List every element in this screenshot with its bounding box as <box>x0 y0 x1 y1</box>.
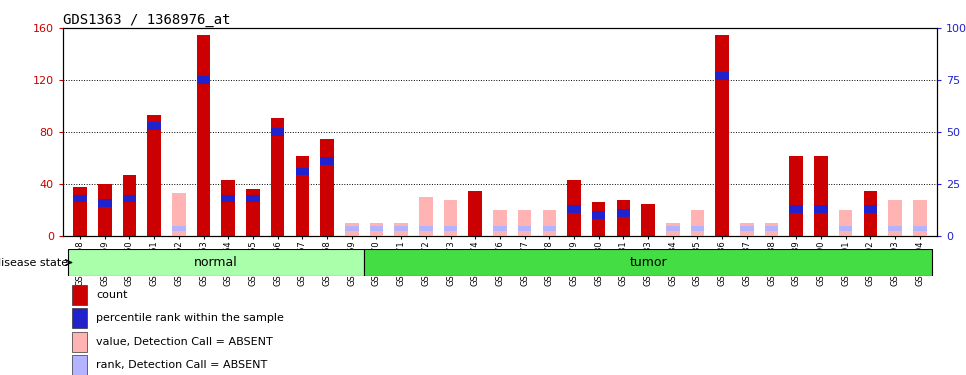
Bar <box>123 175 136 236</box>
Bar <box>443 200 457 236</box>
Bar <box>370 226 384 231</box>
Text: value, Detection Call = ABSENT: value, Detection Call = ABSENT <box>96 337 272 347</box>
Text: disease state: disease state <box>0 258 68 267</box>
Bar <box>345 223 358 236</box>
Bar <box>740 223 753 236</box>
Bar <box>71 308 87 328</box>
Bar <box>419 226 433 231</box>
Bar <box>493 210 507 236</box>
Bar <box>567 180 581 236</box>
Bar <box>913 200 926 236</box>
Bar <box>197 34 211 236</box>
Text: tumor: tumor <box>629 256 667 269</box>
Bar <box>270 128 284 136</box>
Bar <box>197 76 211 84</box>
Bar <box>716 72 729 80</box>
Bar <box>543 226 556 231</box>
Text: count: count <box>96 290 128 300</box>
Bar <box>172 226 185 231</box>
Bar <box>246 195 260 202</box>
Bar <box>98 199 111 207</box>
Bar <box>666 226 679 231</box>
Bar <box>148 122 161 130</box>
Bar <box>296 168 309 176</box>
Bar <box>469 191 482 236</box>
Bar <box>592 211 606 219</box>
Bar <box>838 210 852 236</box>
Bar <box>913 226 926 231</box>
Bar <box>71 332 87 352</box>
Bar <box>740 226 753 231</box>
Text: rank, Detection Call = ABSENT: rank, Detection Call = ABSENT <box>96 360 268 370</box>
Bar <box>73 187 87 236</box>
Bar <box>148 115 161 236</box>
Bar <box>394 223 408 236</box>
Bar <box>73 195 87 202</box>
Bar <box>370 223 384 236</box>
Bar <box>296 156 309 236</box>
Bar <box>394 226 408 231</box>
Bar <box>592 202 606 236</box>
Bar <box>68 249 364 276</box>
Bar <box>364 249 932 276</box>
Bar <box>814 205 828 213</box>
Bar <box>71 355 87 375</box>
Bar <box>270 118 284 236</box>
Bar <box>691 226 704 231</box>
Bar <box>864 205 877 213</box>
Bar <box>443 226 457 231</box>
Bar <box>321 157 334 165</box>
Bar <box>616 200 630 236</box>
Bar <box>345 226 358 231</box>
Bar <box>814 156 828 236</box>
Bar <box>518 210 531 236</box>
Bar <box>419 197 433 236</box>
Bar <box>221 180 235 236</box>
Text: percentile rank within the sample: percentile rank within the sample <box>96 313 284 323</box>
Bar <box>246 189 260 236</box>
Bar <box>98 184 111 236</box>
Bar <box>641 204 655 236</box>
Bar <box>889 200 902 236</box>
Bar <box>321 139 334 236</box>
Bar <box>864 191 877 236</box>
Bar <box>616 209 630 217</box>
Bar <box>493 226 507 231</box>
Bar <box>765 226 779 231</box>
Bar <box>716 34 729 236</box>
Bar <box>765 223 779 236</box>
Bar <box>789 156 803 236</box>
Bar <box>172 194 185 236</box>
Bar <box>543 210 556 236</box>
Bar <box>518 226 531 231</box>
Bar <box>666 223 679 236</box>
Bar <box>691 210 704 236</box>
Bar <box>838 226 852 231</box>
Text: normal: normal <box>194 256 238 269</box>
Bar <box>789 205 803 213</box>
Bar <box>71 285 87 305</box>
Bar <box>123 195 136 202</box>
Text: GDS1363 / 1368976_at: GDS1363 / 1368976_at <box>63 13 230 27</box>
Bar <box>221 195 235 202</box>
Bar <box>889 226 902 231</box>
Bar <box>567 205 581 213</box>
